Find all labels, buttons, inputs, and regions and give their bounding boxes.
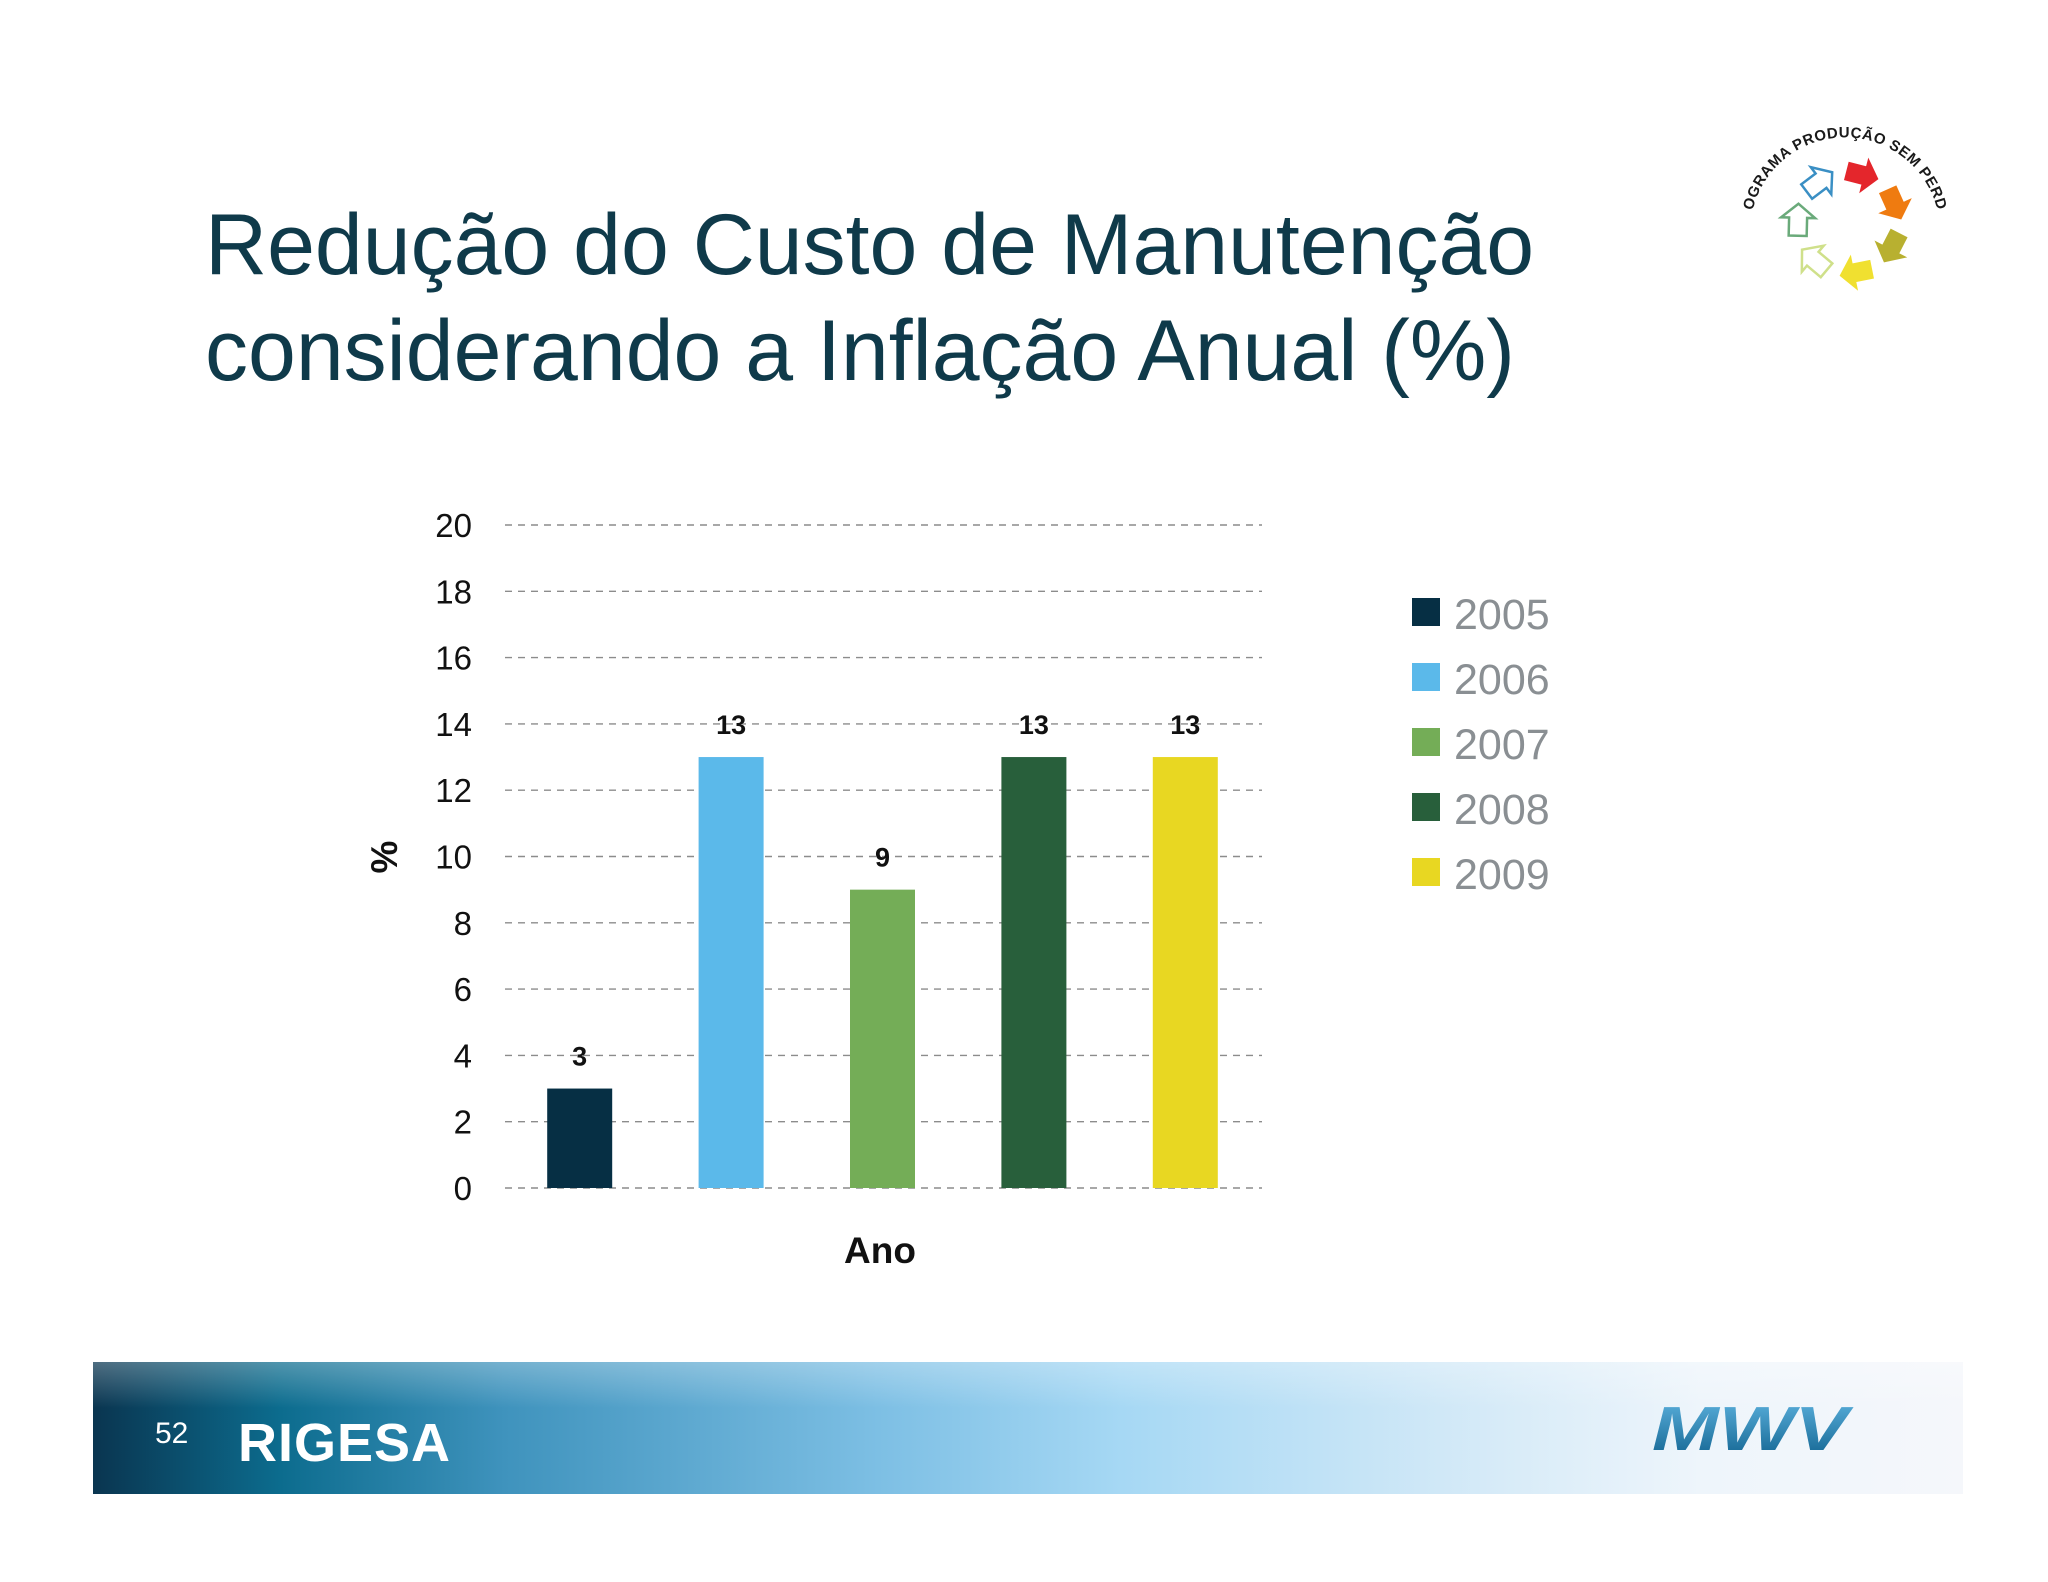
programa-producao-sem-perdas-seal: PROGRAMA PRODUÇÃO SEM PERDAS	[1730, 95, 1950, 291]
data-label-2006: 13	[716, 710, 746, 740]
y-tick-label: 12	[435, 772, 472, 809]
chart-data-labels: 3 13 9 13 13	[572, 710, 1200, 1072]
legend-label-2005: 2005	[1454, 591, 1550, 639]
y-tick-label: 8	[454, 905, 472, 942]
x-axis-title: Ano	[844, 1230, 916, 1271]
seal-arrow-icon	[1839, 254, 1874, 291]
legend-label-2006: 2006	[1454, 656, 1550, 704]
seal-arrow-icon	[1843, 157, 1879, 194]
legend-swatch-2006	[1412, 663, 1440, 691]
footer-bar: 52 RIGESA MWV	[93, 1362, 1963, 1494]
legend-swatch-2005	[1412, 598, 1440, 626]
seal-arrows	[1777, 157, 1912, 291]
slide-title-line-2: considerando a Inflação Anual (%)	[205, 303, 1515, 399]
mwv-logo: MWV	[1652, 1400, 1854, 1456]
legend-label-2007: 2007	[1454, 721, 1550, 769]
y-tick-label: 2	[454, 1104, 472, 1141]
legend-label-2008: 2008	[1454, 786, 1550, 834]
chart-bars	[547, 757, 1218, 1188]
y-tick-label: 16	[435, 640, 472, 677]
bar-2007	[850, 889, 915, 1188]
y-axis-title: %	[364, 841, 405, 874]
page-number: 52	[155, 1417, 189, 1450]
y-tick-label: 6	[454, 971, 472, 1008]
slide-title: Redução do Custo de Manutenção considera…	[205, 192, 1705, 404]
seal-arrow-icon	[1874, 228, 1908, 263]
rigesa-logo: RIGESA	[238, 1413, 452, 1473]
y-axis-ticks: 0 2 4 6 8 10 12 14 16 18 20	[435, 507, 472, 1207]
seal-arrow-icon	[1777, 202, 1819, 238]
y-tick-label: 4	[454, 1037, 472, 1074]
chart-legend: 2005 2006 2007 2008 2009	[1412, 591, 1550, 899]
bar-2006	[698, 757, 764, 1188]
seal-arrow-icon	[1799, 165, 1834, 201]
y-tick-label: 20	[435, 507, 472, 544]
data-label-2005: 3	[572, 1042, 587, 1072]
data-label-2008: 13	[1019, 710, 1049, 740]
slide-title-line-1: Redução do Custo de Manutenção	[205, 197, 1535, 293]
bar-2009	[1152, 757, 1218, 1188]
seal-arrow-icon	[1800, 243, 1835, 279]
y-tick-label: 0	[454, 1170, 472, 1207]
y-tick-label: 10	[435, 839, 472, 876]
y-tick-label: 14	[435, 706, 472, 743]
legend-swatch-2009	[1412, 858, 1440, 886]
data-label-2009: 13	[1170, 710, 1200, 740]
legend-swatch-2007	[1412, 728, 1440, 756]
footer-sheen	[93, 1362, 1963, 1408]
data-label-2007: 9	[875, 843, 890, 873]
bar-2008	[1001, 757, 1067, 1188]
legend-label-2009: 2009	[1454, 851, 1550, 899]
mwv-logo-text: MWV	[1652, 1400, 1854, 1456]
y-tick-label: 18	[435, 573, 472, 610]
bar-2005	[547, 1088, 613, 1188]
legend-swatch-2008	[1412, 793, 1440, 821]
seal-arrow-icon	[1878, 185, 1912, 220]
